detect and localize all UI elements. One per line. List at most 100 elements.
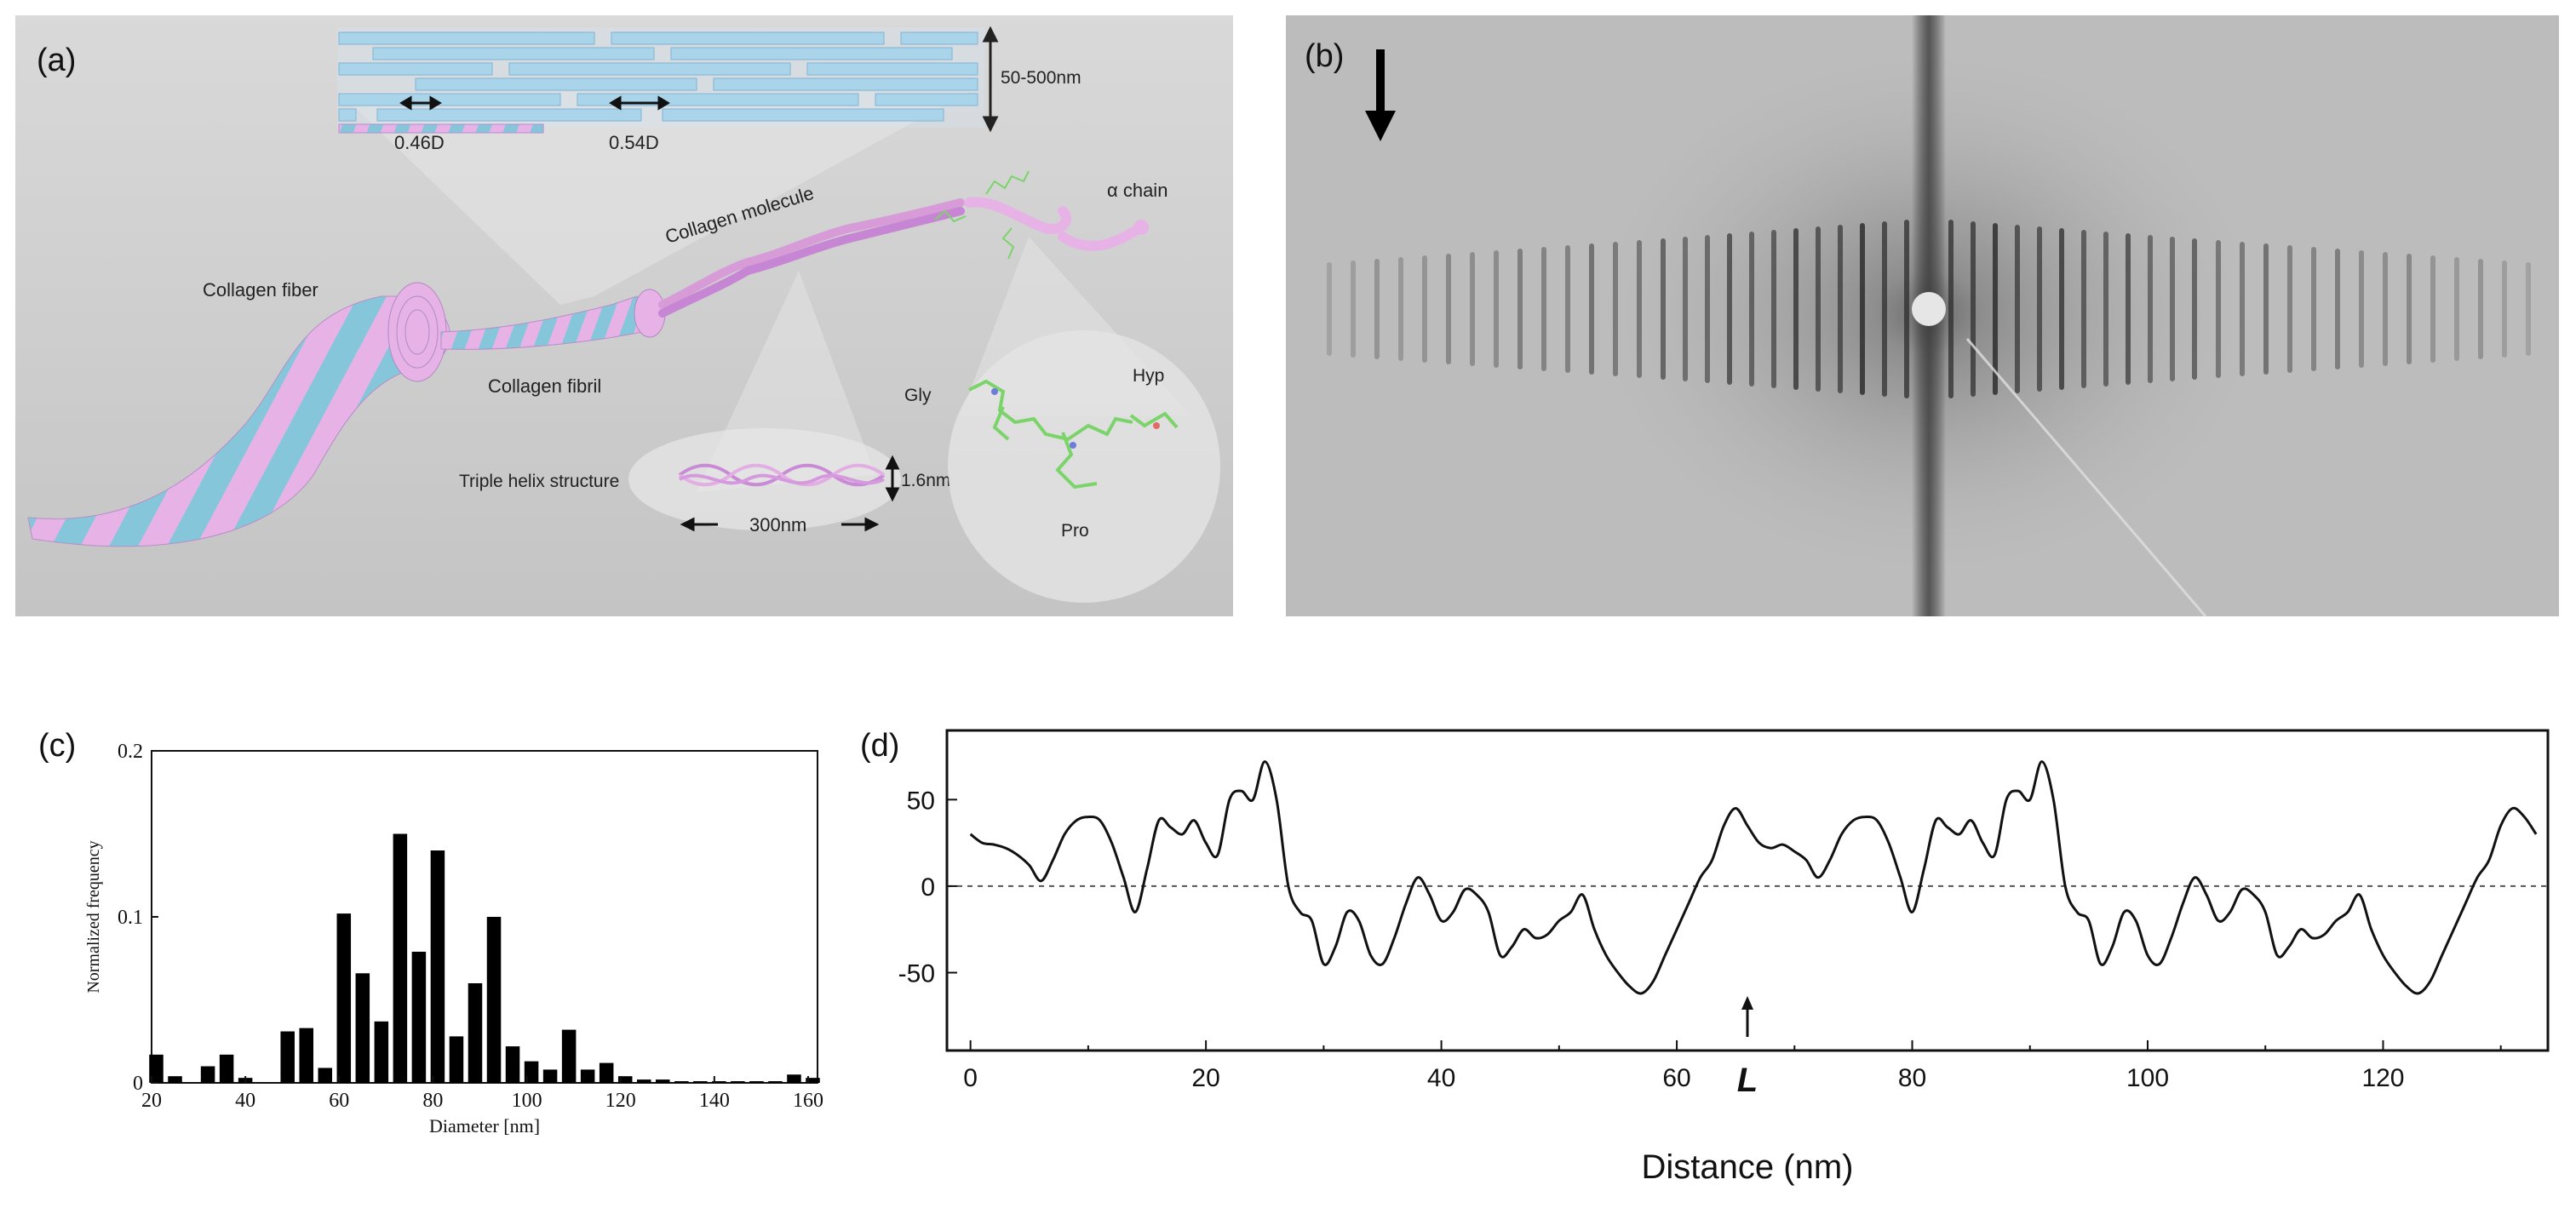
panel-d: (d) 0 20 40 60 80 100 120 50 0 -50 Distance (nm) … xyxy=(852,715,2563,1200)
diffraction-band xyxy=(1327,262,1332,356)
histogram-bar xyxy=(430,850,445,1083)
y-tick-label: -50 xyxy=(898,960,935,988)
histogram-bar xyxy=(749,1081,764,1083)
staggered-fibril-inset xyxy=(337,27,984,134)
y-tick-label: 0 xyxy=(133,1073,143,1095)
diffraction-band xyxy=(2526,262,2531,356)
helix-width-label: 1.6nm xyxy=(901,471,950,490)
diffraction-band xyxy=(2383,252,2388,366)
helix-length-label: 300nm xyxy=(749,514,806,535)
x-tick-label: 100 xyxy=(2126,1064,2169,1092)
gly-label: Gly xyxy=(904,386,932,405)
diffraction-band xyxy=(1374,259,1380,359)
diffraction-band xyxy=(1683,237,1688,381)
collagen-fiber-label: Collagen fiber xyxy=(203,279,318,301)
histogram-bar xyxy=(200,1066,215,1083)
diffraction-band xyxy=(2170,237,2175,381)
gap-arrow xyxy=(399,95,442,111)
diffraction-band xyxy=(1816,226,1821,392)
diffraction-band xyxy=(2059,228,2064,390)
collagen-fibril-shape xyxy=(440,289,666,350)
histogram-plot-area: 20 40 60 80 100 120 140 160 0 0.1 0.2 xyxy=(118,741,823,1112)
diffraction-band xyxy=(1517,249,1523,369)
diffraction-band xyxy=(1637,240,1642,378)
diffraction-band xyxy=(2148,235,2153,383)
diffraction-band xyxy=(1565,245,1570,373)
histogram-bar xyxy=(768,1081,783,1083)
diffraction-band xyxy=(2454,257,2459,361)
x-tick-label: 60 xyxy=(1662,1064,1690,1092)
histogram-bar xyxy=(149,1054,164,1083)
collagen-molecule-shape xyxy=(658,198,965,318)
x-tick-label: 140 xyxy=(699,1090,730,1112)
histogram-bar xyxy=(168,1076,182,1083)
pro-label: Pro xyxy=(1061,521,1089,541)
diffraction-band xyxy=(1422,255,1427,363)
panel-a-label: (a) xyxy=(37,43,76,78)
helix-length-arrows xyxy=(680,517,880,532)
diffraction-band xyxy=(1398,257,1403,361)
histogram-bar xyxy=(656,1079,670,1083)
diffraction-band xyxy=(1904,220,1909,398)
diffraction-band xyxy=(2015,225,2020,393)
hyp-label: Hyp xyxy=(1133,366,1164,386)
diffraction-band xyxy=(2287,245,2292,373)
diffraction-band xyxy=(1793,228,1799,390)
x-tick-label: 0 xyxy=(963,1064,978,1092)
histogram-bar xyxy=(524,1061,539,1083)
saxs-diffraction-pattern: (b) xyxy=(1286,15,2559,617)
arrow-down-icon xyxy=(1365,49,1396,141)
arrow-up-icon xyxy=(1741,996,1753,1010)
diffraction-band xyxy=(1470,252,1475,366)
meridional-reflections xyxy=(1327,220,2531,398)
plot-frame xyxy=(151,750,818,1084)
y-tick-label: 50 xyxy=(907,787,935,815)
projection-cone-top xyxy=(339,92,969,305)
diffraction-band xyxy=(2126,233,2131,385)
diffraction-band xyxy=(2263,243,2269,375)
x-tick-label: 80 xyxy=(422,1090,443,1112)
panel-b-label: (b) xyxy=(1305,38,1344,74)
diffraction-band xyxy=(2216,240,2221,378)
diffraction-band xyxy=(2192,238,2197,380)
diffraction-band xyxy=(1749,232,1754,386)
alpha-chain-shape xyxy=(934,170,1149,260)
y-axis-title: Normalized frequency xyxy=(84,840,103,993)
diffraction-band xyxy=(2335,249,2340,369)
diffraction-band xyxy=(1351,260,1356,358)
diffraction-band xyxy=(1589,243,1594,375)
period-marker-label: L xyxy=(1737,1062,1758,1099)
triple-helix-label: Triple helix structure xyxy=(459,472,619,491)
diffraction-band xyxy=(2103,232,2108,386)
histogram-bar xyxy=(411,951,427,1083)
histogram-bar xyxy=(731,1081,745,1083)
profile-line xyxy=(969,760,2538,995)
overlap-label: 0.54D xyxy=(609,132,659,153)
histogram-bar xyxy=(393,833,408,1083)
y-tick-label: 0.1 xyxy=(118,907,143,929)
diffraction-band xyxy=(2081,230,2086,388)
x-tick-label: 40 xyxy=(1427,1064,1455,1092)
histogram-bar xyxy=(599,1062,614,1083)
histogram-bar xyxy=(219,1054,234,1083)
x-tick-label: 120 xyxy=(2361,1064,2404,1092)
overlap-arrow xyxy=(609,95,670,111)
x-axis-title: Distance (nm) xyxy=(1642,1148,1854,1186)
diffraction-band xyxy=(1705,235,1710,383)
y-tick-label: 0.2 xyxy=(118,741,143,763)
diffraction-band xyxy=(2502,260,2507,358)
amino-acid-structure xyxy=(968,379,1179,489)
histogram-bar xyxy=(355,973,370,1083)
x-tick-label: 80 xyxy=(1898,1064,1926,1092)
x-tick-label: 40 xyxy=(235,1090,255,1112)
amino-acid-inset xyxy=(948,330,1220,603)
histogram-bar xyxy=(561,1029,577,1083)
histogram-bar xyxy=(617,1076,633,1083)
x-tick-label: 160 xyxy=(793,1090,823,1112)
x-tick-label: 100 xyxy=(512,1090,542,1112)
histogram-bar xyxy=(336,913,352,1083)
diffraction-band xyxy=(1882,221,1887,397)
x-tick-label: 20 xyxy=(1191,1064,1219,1092)
histogram-bar xyxy=(468,983,483,1083)
triple-helix-shape xyxy=(678,463,886,487)
